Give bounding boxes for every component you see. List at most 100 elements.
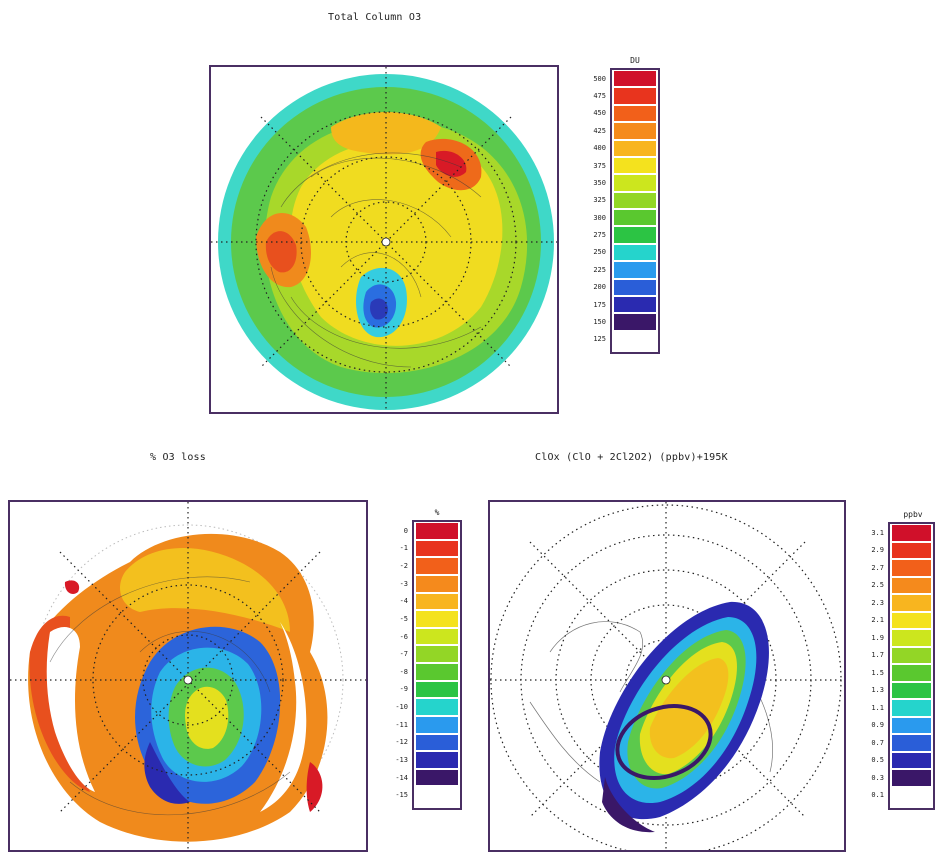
colorbar-ppbv-tick-label: 2.5 (871, 581, 884, 590)
colorbar-pct-tick-label: -5 (399, 614, 408, 623)
colorbar-du-tick-label: 275 (593, 231, 606, 240)
colorbar-pct-tick-label: -7 (399, 650, 408, 659)
colorbar-du-segment (614, 88, 656, 104)
colorbar-ppbv-tick-label: 1.5 (871, 668, 884, 677)
colorbar-ppbv-segment (892, 612, 931, 628)
colorbar-pct-tick-label: -4 (399, 597, 408, 606)
colorbar-du-segment (614, 227, 656, 243)
colorbar-du-segment (614, 262, 656, 278)
colorbar-ppbv-unit: ppbv (903, 510, 923, 519)
colorbar-ppbv-segment (892, 770, 931, 786)
colorbar-ppbv-tick-label: 2.7 (871, 563, 884, 572)
colorbar-pct-segment (416, 646, 458, 662)
colorbar-pct-segment (416, 769, 458, 786)
colorbar-pct-segment (416, 611, 458, 627)
colorbar-pct-tick-label: -10 (395, 703, 408, 712)
colorbar-du-tick-label: 450 (593, 109, 606, 118)
colorbar-pct-segment (416, 628, 458, 645)
colorbar-ppbv-segment (892, 542, 931, 558)
colorbar-pct-segment (416, 593, 458, 610)
colorbar-pct-segment (416, 681, 458, 698)
colorbar-du-segment (614, 331, 656, 347)
colorbar-du-tick-label: 250 (593, 248, 606, 257)
colorbar-du-segment (614, 210, 656, 226)
colorbar-ppbv-tick-label: 0.7 (871, 738, 884, 747)
colorbar-du-tick-label: 300 (593, 213, 606, 222)
colorbar-ppbv-segment (892, 682, 931, 698)
colorbar-ppbv-segment (892, 735, 931, 751)
colorbar-percent-box (412, 520, 462, 810)
bottom-left-map-title: % O3 loss (150, 452, 206, 463)
colorbar-ppbv: ppbv 3.1 2.9 2.7 2.5 2.3 2.1 1.9 1.7 1.5 1.3 1.1 0.… (858, 510, 935, 810)
colorbar-ppbv-tick-label: 0.5 (871, 756, 884, 765)
colorbar-pct-tick-label: 0 (403, 526, 408, 535)
colorbar-ppbv-segment (892, 717, 931, 733)
colorbar-pct-segment (416, 752, 458, 768)
colorbar-percent-unit: % (434, 508, 440, 517)
colorbar-pct-tick-label: -12 (395, 738, 408, 747)
colorbar-du-tick-label: 175 (593, 300, 606, 309)
bottom-right-map-title: ClOx (ClO + 2Cl2O2) (ppbv)+195K (535, 452, 728, 463)
colorbar-ppbv-segment (892, 577, 931, 593)
colorbar-pct-tick-label: -1 (399, 544, 408, 553)
colorbar-du-segment (614, 140, 656, 156)
colorbar-du-box (610, 68, 660, 354)
colorbar-ppbv-tick-label: 0.3 (871, 773, 884, 782)
colorbar-du-segment (614, 296, 656, 313)
colorbar-du-unit: DU (630, 56, 640, 65)
colorbar-ppbv-segment (892, 752, 931, 768)
colorbar-du-tick-label: 325 (593, 196, 606, 205)
colorbar-ppbv-tick-label: 1.3 (871, 686, 884, 695)
colorbar-du-segment (614, 157, 656, 174)
colorbar-pct-segment (416, 699, 458, 715)
colorbar-du: DU 500 475 450 425 400 375 350 325 300 275 250 225 2… (580, 56, 660, 354)
ozone-loss-map (8, 500, 368, 852)
colorbar-pct-segment (416, 558, 458, 574)
colorbar-pct-tick-label: -11 (395, 720, 408, 729)
colorbar-pct-tick-label: -8 (399, 667, 408, 676)
colorbar-ppbv-tick-label: 3.1 (871, 528, 884, 537)
colorbar-pct-segment (416, 787, 458, 803)
colorbar-pct-segment (416, 664, 458, 680)
total-ozone-map (209, 65, 559, 414)
colorbar-du-tick-label: 500 (593, 74, 606, 83)
colorbar-ppbv-segment (892, 647, 931, 663)
colorbar-ppbv-box (888, 522, 935, 810)
colorbar-percent: % 0 -1 -2 -3 -4 -5 -6 -7 -8 -9 -10 -11 -12 -13 -14 -15 (388, 508, 462, 810)
colorbar-du-segment (614, 314, 656, 330)
colorbar-ppbv-segment (892, 630, 931, 646)
top-map-title: Total Column O3 (328, 12, 422, 23)
colorbar-ppbv-segment (892, 560, 931, 576)
colorbar-du-tick-label: 425 (593, 126, 606, 135)
colorbar-ppbv-segment (892, 595, 931, 611)
colorbar-du-tick-label: 200 (593, 283, 606, 292)
colorbar-pct-tick-label: -6 (399, 632, 408, 641)
colorbar-pct-segment (416, 540, 458, 557)
colorbar-pct-tick-label: -13 (395, 755, 408, 764)
colorbar-du-segment (614, 71, 656, 87)
colorbar-pct-segment (416, 716, 458, 733)
colorbar-pct-segment (416, 734, 458, 751)
colorbar-du-segment (614, 244, 656, 261)
colorbar-ppbv-tick-label: 1.9 (871, 633, 884, 642)
colorbar-ppbv-segment (892, 665, 931, 681)
colorbar-ppbv-segment (892, 525, 931, 541)
colorbar-ppbv-tick-label: 0.9 (871, 721, 884, 730)
colorbar-pct-segment (416, 523, 458, 539)
colorbar-pct-tick-label: -14 (395, 773, 408, 782)
colorbar-du-tick-label: 400 (593, 144, 606, 153)
colorbar-pct-segment (416, 575, 458, 592)
colorbar-pct-tick-label: -15 (395, 791, 408, 800)
colorbar-pct-tick-label: -2 (399, 562, 408, 571)
colorbar-du-tick-label: 475 (593, 92, 606, 101)
colorbar-ppbv-tick-label: 1.7 (871, 651, 884, 660)
colorbar-ppbv-tick-label: 2.3 (871, 598, 884, 607)
colorbar-pct-tick-label: -9 (399, 685, 408, 694)
colorbar-du-tick-label: 350 (593, 178, 606, 187)
colorbar-pct-tick-label: -3 (399, 579, 408, 588)
colorbar-du-segment (614, 175, 656, 191)
colorbar-ppbv-tick-label: 2.9 (871, 546, 884, 555)
colorbar-du-tick-label: 150 (593, 317, 606, 326)
colorbar-du-tick-label: 125 (593, 335, 606, 344)
colorbar-ppbv-segment (892, 700, 931, 716)
